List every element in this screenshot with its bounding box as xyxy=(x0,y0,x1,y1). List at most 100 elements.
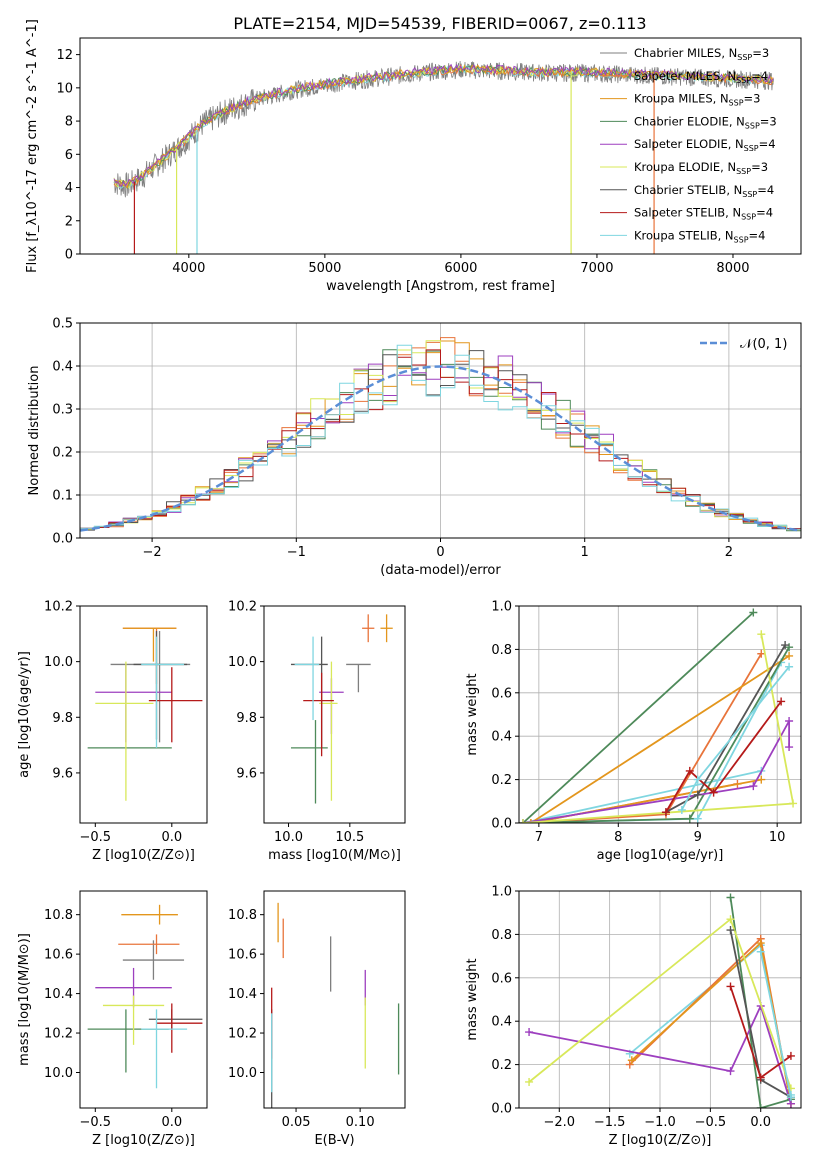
mass-weight-marker xyxy=(627,1056,636,1065)
mass-weight-marker xyxy=(786,1051,795,1060)
y-tick-label: 0.8 xyxy=(491,643,512,658)
y-tick-label: 0.2 xyxy=(491,1058,512,1073)
mass-weight-marker xyxy=(625,1060,634,1069)
mass-weight-marker xyxy=(526,819,535,823)
y-tick-label: 0.2 xyxy=(52,446,73,461)
y-tick-label: 0.4 xyxy=(491,730,512,745)
x-tick-label: −1 xyxy=(287,545,306,560)
legend-entry: Chabrier STELIB, NSSP=4 xyxy=(634,183,774,199)
residual-histogram xyxy=(80,344,801,530)
legend-text: =4 xyxy=(759,137,776,151)
mass-weight-marker xyxy=(756,1104,765,1108)
mass-weight-marker xyxy=(785,651,794,660)
y-tick-label: 10.4 xyxy=(44,987,73,1002)
legend-text: =4 xyxy=(756,206,773,220)
axes-frame xyxy=(263,890,406,1109)
age-vs-mass-points xyxy=(290,614,393,804)
mass-weight-marker xyxy=(677,805,686,814)
y-tick-label: 10.2 xyxy=(228,1027,257,1042)
y-tick-label: 0.0 xyxy=(491,817,512,832)
mass-vs-EBV-axes: 0.05 0.10 10.0 10.2 10.4 10.6 10.8 E(B-V) xyxy=(228,908,375,1148)
y-axis-label: Flux [f_λ10^-17 erg cm^-2 s^-1 A^-1] xyxy=(25,19,40,273)
mass-weight-marker xyxy=(726,926,735,935)
mass-weight-marker xyxy=(756,1073,765,1082)
y-tick-label: 2 xyxy=(65,214,73,229)
mass-weight-marker xyxy=(785,743,794,752)
y-tick-label: 9.8 xyxy=(236,711,257,726)
x-axis-label: E(B-V) xyxy=(314,1133,354,1148)
mass-weight-marker xyxy=(781,641,790,650)
mass-weight-marker xyxy=(519,819,527,823)
legend-entry: Salpeter STELIB, NSSP=4 xyxy=(634,206,773,222)
y-tick-label: 0.0 xyxy=(491,1102,512,1117)
legend-subscript: SSP xyxy=(736,167,751,176)
y-tick-label: 10.6 xyxy=(44,948,73,963)
x-tick-label: 6000 xyxy=(444,261,477,276)
legend-text: Kroupa STELIB, N xyxy=(634,228,734,242)
x-tick-label: −0.5 xyxy=(80,830,112,845)
y-tick-label: 10.2 xyxy=(44,600,73,615)
axes-frame xyxy=(518,605,802,824)
y-tick-label: 0.6 xyxy=(491,971,512,986)
mass-weight-marker xyxy=(709,788,718,797)
y-tick-label: 10.0 xyxy=(44,1066,73,1081)
mass-weight-marker xyxy=(726,915,735,924)
legend-subscript: SSP xyxy=(745,121,760,130)
mass-weight-line xyxy=(665,700,782,813)
axes-frame xyxy=(79,605,208,824)
x-tick-label: −0.5 xyxy=(695,1115,727,1130)
legend-text: Chabrier MILES, N xyxy=(634,46,737,60)
legend-text: =4 xyxy=(749,228,766,242)
y-tick-label: 10 xyxy=(56,81,73,96)
x-tick-label: 0.0 xyxy=(750,1115,771,1130)
y-tick-label: 9.8 xyxy=(52,711,73,726)
y-tick-label: 10.6 xyxy=(228,948,257,963)
y-tick-label: 10.0 xyxy=(44,655,73,670)
residual-histogram xyxy=(80,349,801,529)
legend-subscript: SSP xyxy=(736,76,751,85)
mass-weight-marker xyxy=(693,814,702,823)
y-axis-label: Normed distribution xyxy=(27,366,42,496)
mass-weight-marker xyxy=(726,982,735,991)
y-axis-label: mass [log10(M/M⊙)] xyxy=(17,933,32,1066)
mass-weight-marker xyxy=(693,775,702,784)
legend-entry: Kroupa ELODIE, NSSP=3 xyxy=(634,160,768,176)
mass-vs-EBV-points xyxy=(271,902,400,1108)
legend-entry: Chabrier ELODIE, NSSP=3 xyxy=(634,114,777,130)
x-tick-label: 0 xyxy=(436,545,444,560)
y-axis-label: mass weight xyxy=(465,673,480,755)
x-tick-label: 10.5 xyxy=(335,830,364,845)
mass-weight-vs-age-series xyxy=(519,608,798,823)
y-tick-label: 0.0 xyxy=(52,532,73,547)
mass-weight-marker xyxy=(789,799,798,808)
y-tick-label: 10.2 xyxy=(44,1027,73,1042)
y-tick-label: 9.6 xyxy=(236,766,257,781)
y-tick-label: 0.1 xyxy=(52,489,73,504)
legend-text: =3 xyxy=(752,46,769,60)
x-tick-label: −1.0 xyxy=(644,1115,676,1130)
mass-weight-marker xyxy=(756,947,765,956)
x-tick-label: −2 xyxy=(143,545,162,560)
legend-text: Chabrier ELODIE, N xyxy=(634,114,745,128)
y-tick-label: 0.2 xyxy=(491,773,512,788)
mass-weight-marker xyxy=(525,1028,534,1037)
gaussian-legend-label: 𝒩(0, 1) xyxy=(740,337,787,352)
legend-subscript: SSP xyxy=(734,235,749,244)
mass-vs-Z-points xyxy=(87,904,203,1089)
x-tick-label: 1 xyxy=(581,545,589,560)
y-tick-label: 10.0 xyxy=(228,655,257,670)
legend-subscript: SSP xyxy=(742,190,757,199)
mass-weight-marker xyxy=(661,808,670,817)
y-tick-label: 0 xyxy=(65,248,73,263)
mass-weight-marker xyxy=(525,1077,534,1086)
x-tick-label: 0.0 xyxy=(161,1115,182,1130)
x-tick-label: 10 xyxy=(769,830,786,845)
mass-weight-line xyxy=(522,720,790,823)
x-tick-label: 4000 xyxy=(172,261,205,276)
x-axis-label: age [log10(age/yr)] xyxy=(597,848,724,863)
mass-weight-line xyxy=(528,1003,792,1104)
histograms xyxy=(80,337,801,532)
x-axis-label: Z [log10(Z/Z⊙)] xyxy=(92,1133,195,1148)
y-axis-label: age [log10(age/yr)] xyxy=(17,651,32,778)
